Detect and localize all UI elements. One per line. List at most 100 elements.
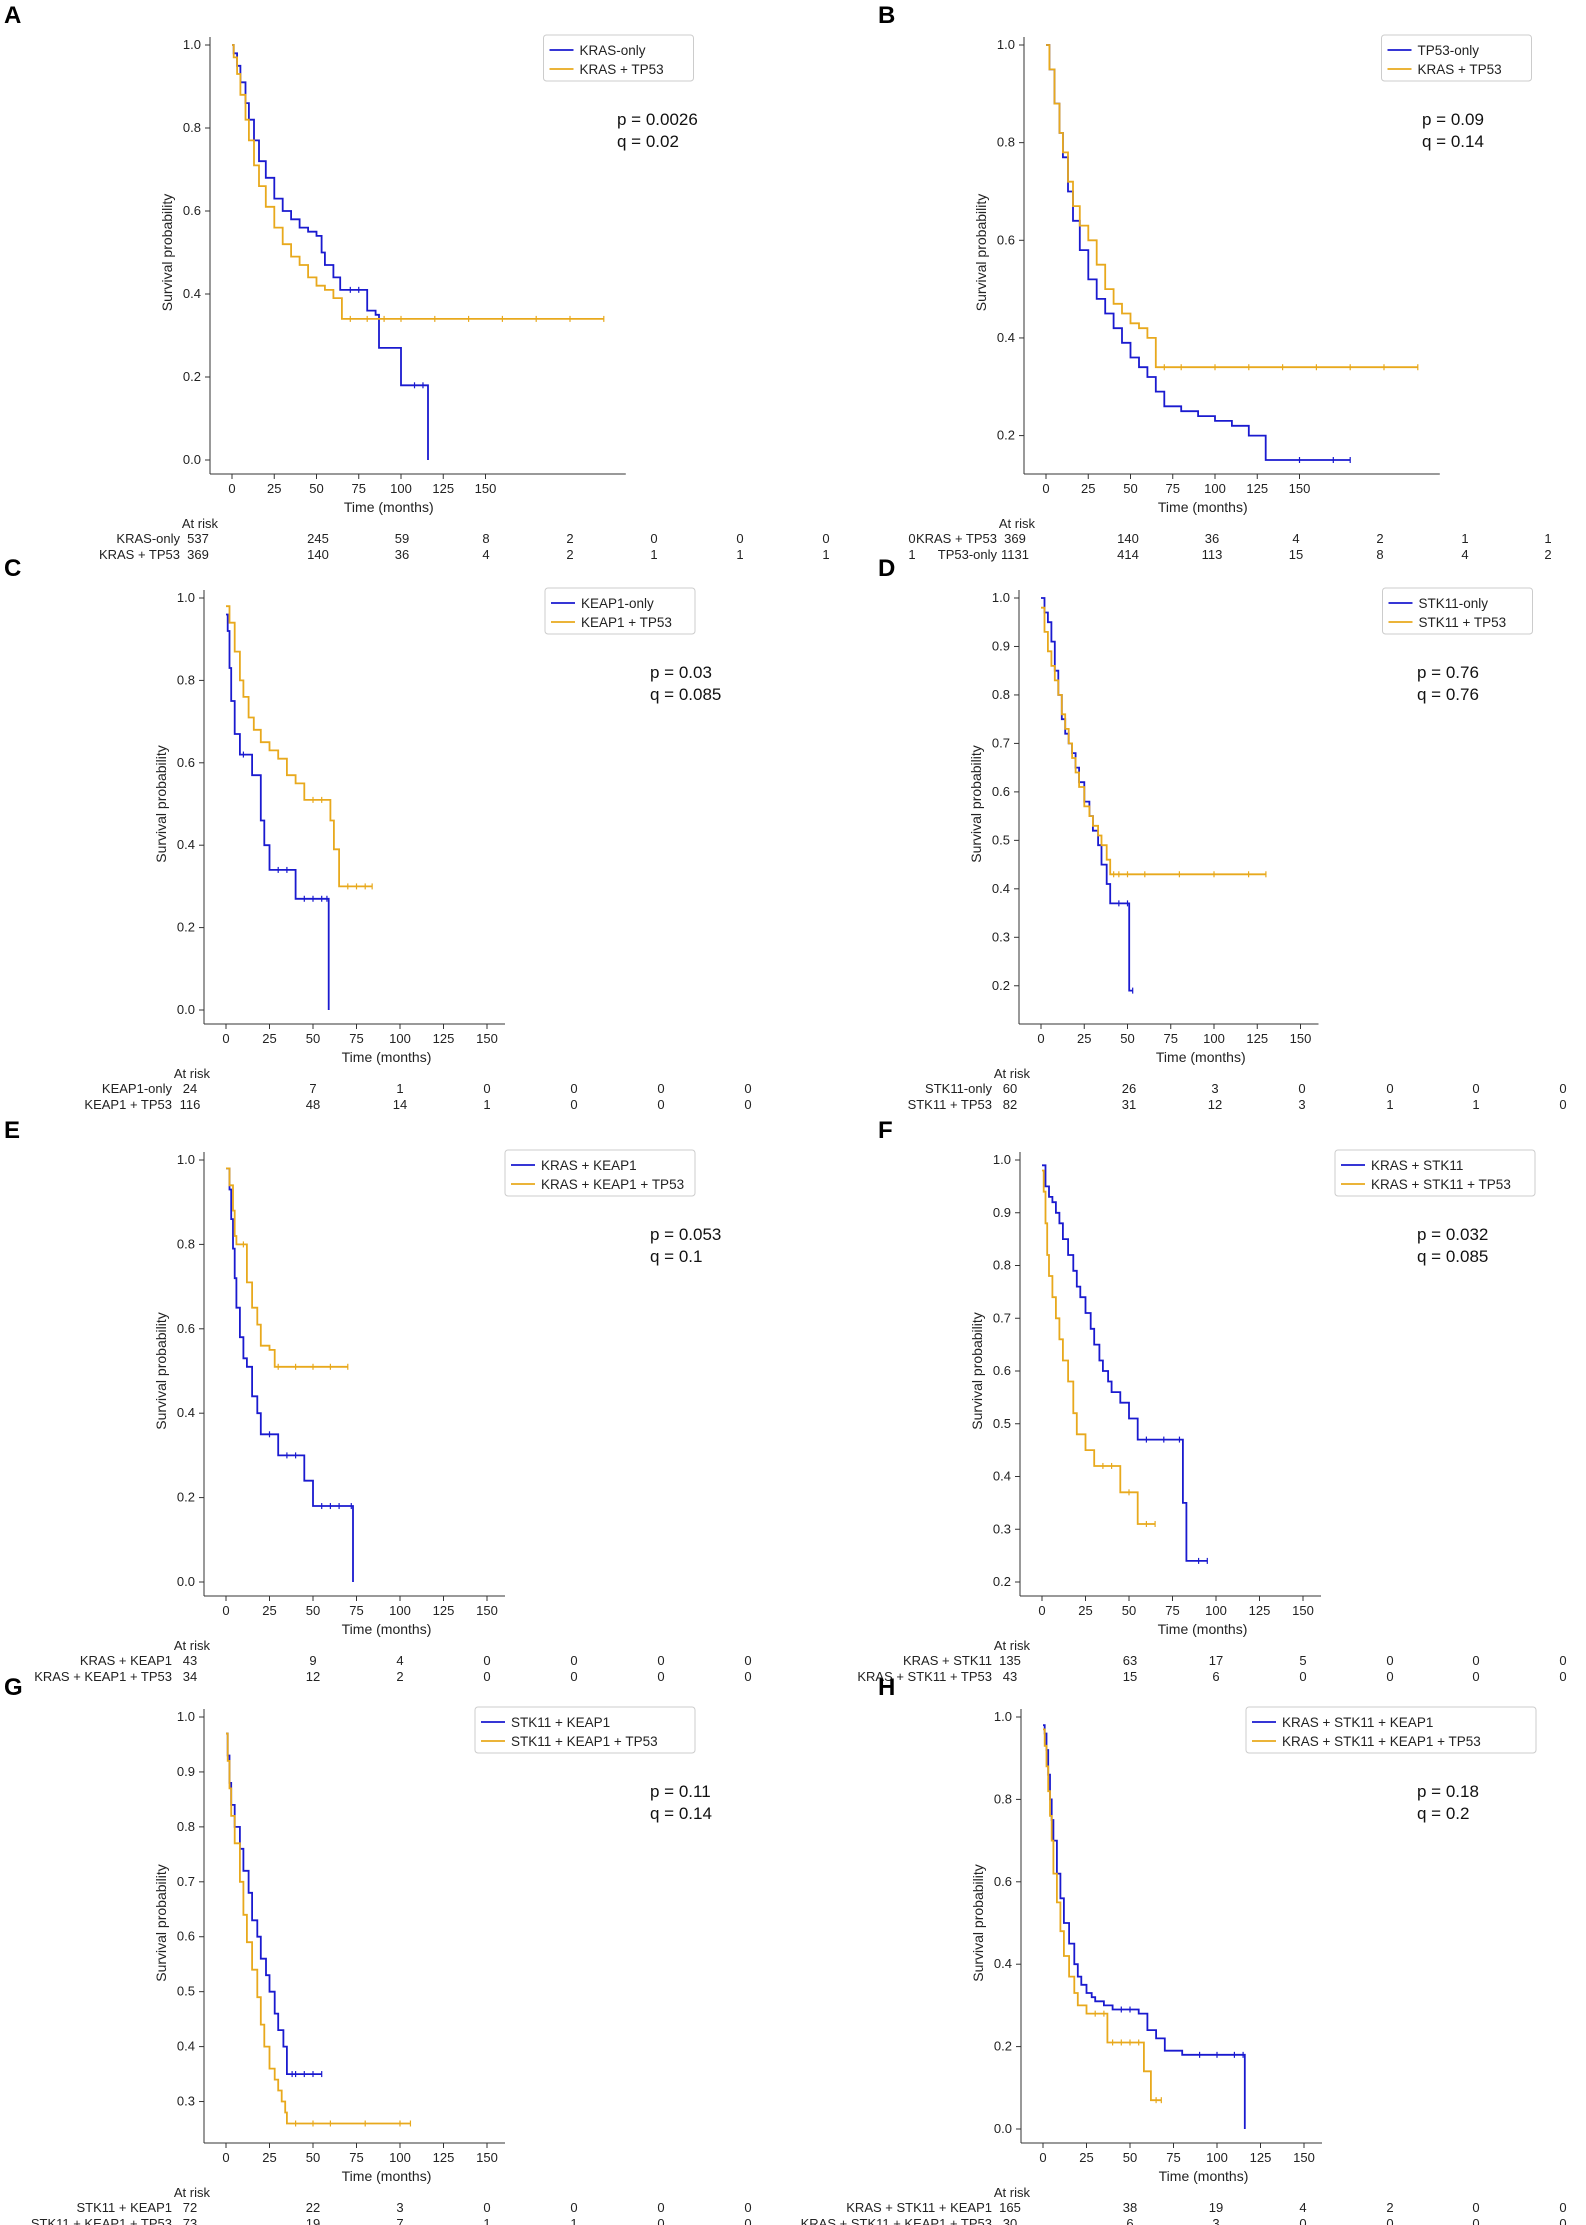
at-risk-value: 0 xyxy=(1559,2200,1566,2215)
at-risk-value: 1 xyxy=(650,547,657,562)
x-tick-label: 150 xyxy=(1289,481,1311,496)
legend-box xyxy=(504,1149,696,1197)
at-risk-value: 72 xyxy=(183,2200,197,2215)
at-risk-value: 0 xyxy=(744,1653,751,1668)
at-risk-row-label: KRAS + STK11 + KEAP1 + TP53 xyxy=(801,2216,992,2225)
x-tick-label: 125 xyxy=(433,1603,455,1618)
y-axis-label: Survival probability xyxy=(969,1312,985,1430)
at-risk-value: 0 xyxy=(570,2200,577,2215)
x-tick-label: 25 xyxy=(1078,1603,1092,1618)
y-axis-label: Survival probability xyxy=(153,1864,169,1982)
x-tick-label: 125 xyxy=(432,481,454,496)
x-tick-label: 25 xyxy=(262,2150,276,2165)
at-risk-row-label: STK11 + KEAP1 xyxy=(76,2200,172,2215)
y-tick-label: 0.2 xyxy=(992,978,1010,993)
at-risk-value: 3 xyxy=(1212,2216,1219,2225)
km-curve-series-1 xyxy=(1046,44,1351,461)
at-risk-value: 0 xyxy=(570,1669,577,1684)
x-tick-label: 75 xyxy=(352,481,366,496)
legend-label: KRAS + STK11 xyxy=(1371,1158,1463,1173)
x-tick-label: 75 xyxy=(1166,481,1180,496)
at-risk-value: 1 xyxy=(483,2216,490,2225)
x-tick-label: 0 xyxy=(1038,1603,1045,1618)
y-tick-label: 0.3 xyxy=(177,2094,195,2109)
x-tick-label: 75 xyxy=(1165,1603,1179,1618)
at-risk-value: 3 xyxy=(396,2200,403,2215)
x-tick-label: 125 xyxy=(1250,2150,1272,2165)
y-tick-label: 0.4 xyxy=(177,2039,195,2054)
legend-box xyxy=(1381,34,1532,82)
at-risk-value: 0 xyxy=(657,2200,664,2215)
at-risk-value: 38 xyxy=(1123,2200,1137,2215)
at-risk-value: 0 xyxy=(744,2200,751,2215)
at-risk-value: 1 xyxy=(1472,1097,1479,1112)
legend-label: KEAP1 + TP53 xyxy=(581,615,672,630)
at-risk-value: 31 xyxy=(1122,1097,1136,1112)
at-risk-value: 2 xyxy=(566,547,573,562)
x-tick-label: 75 xyxy=(349,1603,363,1618)
x-tick-label: 125 xyxy=(433,2150,455,2165)
at-risk-value: 0 xyxy=(744,1081,751,1096)
at-risk-value: 4 xyxy=(396,1653,403,1668)
x-axis-label: Time (months) xyxy=(1158,499,1248,515)
at-risk-value: 0 xyxy=(1559,1081,1566,1096)
at-risk-value: 0 xyxy=(744,1669,751,1684)
x-tick-label: 25 xyxy=(262,1603,276,1618)
legend-box xyxy=(1382,587,1533,635)
y-tick-label: 0.0 xyxy=(994,2121,1012,2136)
q-value-label: q = 0.14 xyxy=(1422,132,1484,151)
x-tick-label: 150 xyxy=(1290,1031,1312,1046)
x-axis-label: Time (months) xyxy=(1158,1621,1248,1637)
x-tick-label: 75 xyxy=(1164,1031,1178,1046)
x-tick-label: 100 xyxy=(389,1031,411,1046)
at-risk-value: 0 xyxy=(570,1097,577,1112)
y-axis-label: Survival probability xyxy=(153,1312,169,1430)
km-curve-series-2 xyxy=(226,1732,411,2125)
at-risk-value: 0 xyxy=(1472,1081,1479,1096)
at-risk-value: 0 xyxy=(1472,1653,1479,1668)
at-risk-header: At risk xyxy=(994,2185,1031,2200)
q-value-label: q = 0.02 xyxy=(617,132,679,151)
y-tick-label: 0.7 xyxy=(177,1874,195,1889)
y-tick-label: 0.5 xyxy=(993,1416,1011,1431)
y-tick-label: 0.5 xyxy=(177,1984,195,1999)
at-risk-value: 1131 xyxy=(1001,547,1029,562)
y-tick-label: 0.8 xyxy=(177,672,195,687)
x-tick-label: 25 xyxy=(1077,1031,1091,1046)
y-tick-label: 0.7 xyxy=(992,735,1010,750)
x-tick-label: 100 xyxy=(389,1603,411,1618)
km-curve-series-2 xyxy=(1042,1169,1156,1525)
y-axis-label: Survival probability xyxy=(153,745,169,863)
legend-box xyxy=(543,34,694,82)
panel-letter: F xyxy=(878,1117,893,1144)
panel-a: A0.00.20.40.60.81.00 25 50 75 100 125 150Time … xyxy=(4,2,916,562)
at-risk-value: 0 xyxy=(744,1097,751,1112)
y-tick-label: 0.6 xyxy=(177,755,195,770)
y-axis-label: Survival probability xyxy=(968,745,984,863)
at-risk-value: 22 xyxy=(306,2200,320,2215)
y-tick-label: 0.2 xyxy=(177,920,195,935)
at-risk-value: 0 xyxy=(1386,2216,1393,2225)
p-value-label: p = 0.032 xyxy=(1417,1225,1488,1244)
x-tick-label: 100 xyxy=(389,2150,411,2165)
at-risk-value: 0 xyxy=(1386,1653,1393,1668)
at-risk-value: 1 xyxy=(1461,531,1468,546)
x-tick-label: 50 xyxy=(1123,2150,1137,2165)
at-risk-value: 140 xyxy=(307,547,329,562)
at-risk-value: 1 xyxy=(570,2216,577,2225)
x-tick-label: 150 xyxy=(476,2150,498,2165)
panel-letter: H xyxy=(878,1674,895,1701)
at-risk-value: 1 xyxy=(396,1081,403,1096)
x-tick-label: 0 xyxy=(222,1031,229,1046)
at-risk-value: 369 xyxy=(187,547,209,562)
x-axis-label: Time (months) xyxy=(342,1049,432,1065)
x-tick-label: 25 xyxy=(267,481,281,496)
at-risk-value: 24 xyxy=(183,1081,197,1096)
y-tick-label: 0.8 xyxy=(997,135,1015,150)
at-risk-value: 43 xyxy=(1003,1669,1017,1684)
panel-letter: E xyxy=(4,1117,20,1144)
at-risk-value: 0 xyxy=(657,1653,664,1668)
km-curve-series-1 xyxy=(226,613,330,1010)
at-risk-value: 0 xyxy=(1559,1669,1566,1684)
